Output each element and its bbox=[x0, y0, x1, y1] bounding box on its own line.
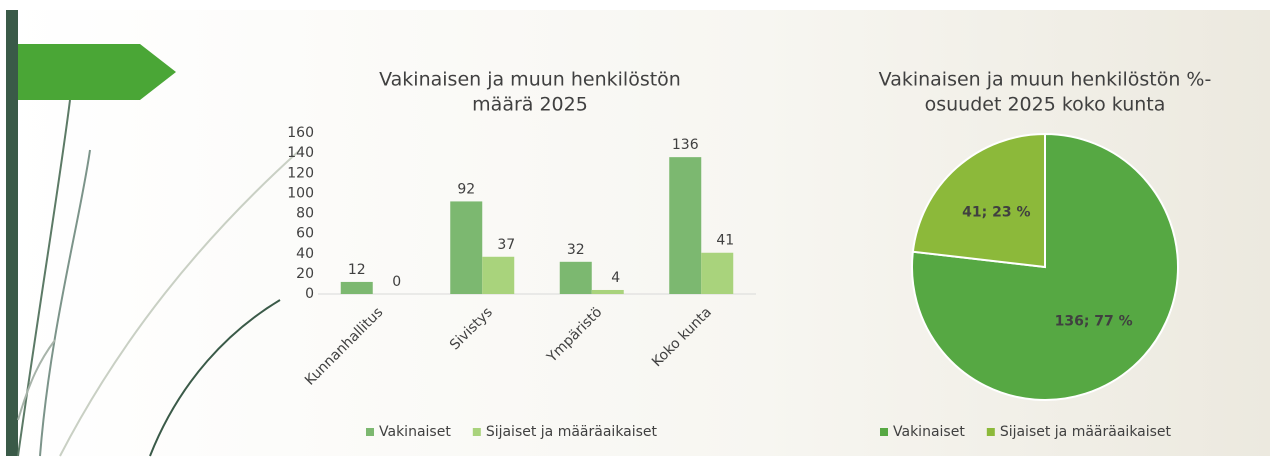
data-label: 12 bbox=[348, 262, 366, 278]
bar bbox=[450, 201, 483, 294]
y-tick-label: 160 bbox=[287, 125, 314, 141]
bar bbox=[559, 261, 592, 294]
data-label: 41 bbox=[716, 233, 734, 249]
y-tick-label: 0 bbox=[305, 286, 314, 302]
y-tick-label: 100 bbox=[287, 185, 314, 201]
bar bbox=[591, 289, 624, 294]
legend-swatch bbox=[880, 428, 888, 436]
data-label: 92 bbox=[457, 181, 475, 197]
data-label: 4 bbox=[611, 270, 620, 286]
chart-title: Vakinaisen ja muun henkilöstön %- bbox=[879, 69, 1212, 91]
header-arrow bbox=[18, 44, 176, 100]
y-tick-label: 60 bbox=[296, 226, 314, 242]
y-tick-label: 120 bbox=[287, 165, 314, 181]
legend-label: Vakinaiset bbox=[379, 424, 451, 440]
legend-label: Vakinaiset bbox=[893, 424, 965, 440]
chart-title: määrä 2025 bbox=[472, 94, 588, 116]
chart-title: Vakinaisen ja muun henkilöstön bbox=[379, 69, 681, 91]
legend-label: Sijaiset ja määräaikaiset bbox=[1000, 424, 1172, 440]
data-label: 0 bbox=[392, 274, 401, 290]
bar bbox=[701, 252, 734, 294]
pie-slice bbox=[911, 132, 1046, 269]
charts: Vakinaisen ja muun henkilöstön määrä 2025… bbox=[287, 69, 1211, 441]
side-bar bbox=[6, 10, 18, 456]
data-label: 37 bbox=[497, 237, 515, 253]
data-label: 136; 77 % bbox=[1055, 314, 1133, 330]
legend-label: Sijaiset ja määräaikaiset bbox=[486, 424, 658, 440]
legend-swatch bbox=[472, 428, 481, 436]
data-label: 41; 23 % bbox=[962, 204, 1030, 220]
legend-swatch bbox=[366, 428, 374, 436]
y-tick-label: 140 bbox=[287, 145, 314, 161]
y-tick-label: 20 bbox=[296, 266, 314, 282]
grass-decoration bbox=[17, 99, 301, 457]
data-label: 136 bbox=[672, 137, 699, 153]
data-label: 32 bbox=[567, 242, 585, 258]
legend-swatch bbox=[986, 428, 995, 436]
bar bbox=[482, 256, 515, 294]
y-tick-label: 40 bbox=[296, 246, 314, 262]
y-tick-label: 80 bbox=[296, 206, 314, 222]
bar bbox=[669, 157, 702, 294]
chart-title: osuudet 2025 koko kunta bbox=[925, 94, 1166, 116]
bar bbox=[340, 281, 373, 294]
